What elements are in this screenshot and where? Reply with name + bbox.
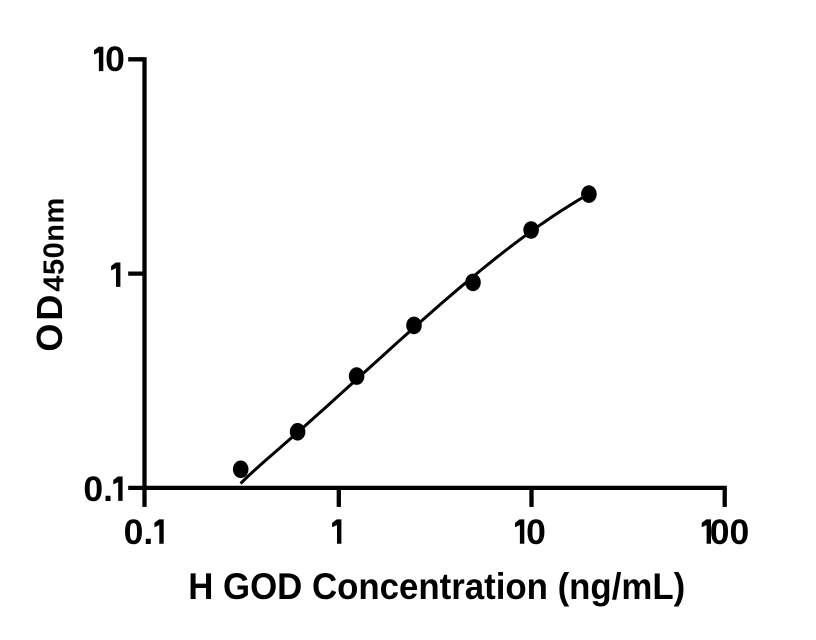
svg-text:OD450nm: OD450nm (29, 197, 70, 351)
svg-text:0.: 0. (124, 512, 154, 552)
svg-text:0: 0 (105, 39, 125, 79)
svg-text:H GOD Concentration (ng/mL): H GOD Concentration (ng/mL) (188, 566, 685, 607)
svg-text:0: 0 (526, 512, 546, 552)
svg-text:00: 00 (710, 512, 750, 552)
svg-text:0.: 0. (83, 469, 113, 509)
